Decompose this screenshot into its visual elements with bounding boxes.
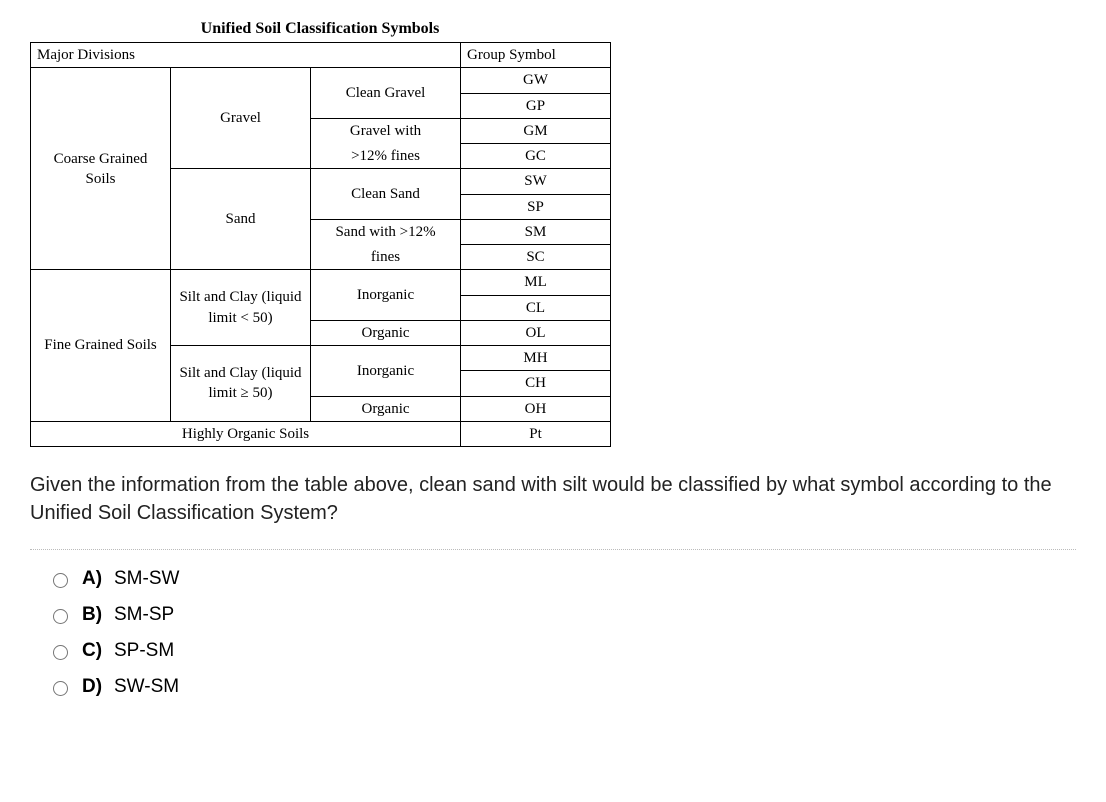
option-c[interactable]: C) SP-SM xyxy=(48,640,1076,662)
header-group-symbol: Group Symbol xyxy=(461,43,611,68)
option-b[interactable]: B) SM-SP xyxy=(48,604,1076,626)
cell-symbol: GC xyxy=(461,144,611,169)
cell-silt-clay-low: Silt and Clay (liquid limit < 50) xyxy=(171,270,311,346)
cell-silt-clay-high: Silt and Clay (liquid limit ≥ 50) xyxy=(171,346,311,422)
cell-gravel: Gravel xyxy=(171,68,311,169)
option-d[interactable]: D) SW-SM xyxy=(48,676,1076,698)
cell-sand: Sand xyxy=(171,169,311,270)
divider xyxy=(30,549,1076,550)
option-letter: A) xyxy=(82,568,104,590)
cell-symbol: SC xyxy=(461,245,611,270)
option-a[interactable]: A) SM-SW xyxy=(48,568,1076,590)
option-letter: C) xyxy=(82,640,104,662)
cell-organic-low: Organic xyxy=(311,320,461,345)
cell-symbol: SP xyxy=(461,194,611,219)
radio-d[interactable] xyxy=(53,681,68,696)
cell-symbol: SW xyxy=(461,169,611,194)
cell-symbol: Pt xyxy=(461,421,611,446)
option-text: SM-SP xyxy=(114,604,174,626)
radio-a[interactable] xyxy=(53,573,68,588)
cell-highly-organic: Highly Organic Soils xyxy=(31,421,461,446)
table-row: Highly Organic Soils Pt xyxy=(31,421,611,446)
cell-coarse-grained: Coarse Grained Soils xyxy=(31,68,171,270)
option-text: SM-SW xyxy=(114,568,179,590)
cell-symbol: OH xyxy=(461,396,611,421)
cell-gravel-fines-2: >12% fines xyxy=(311,144,461,169)
cell-symbol: OL xyxy=(461,320,611,345)
option-text: SP-SM xyxy=(114,640,174,662)
table-title: Unified Soil Classification Symbols xyxy=(30,20,610,38)
cell-sand-fines-2: fines xyxy=(311,245,461,270)
cell-symbol: MH xyxy=(461,346,611,371)
classification-table: Major Divisions Group Symbol Coarse Grai… xyxy=(30,42,611,447)
radio-b[interactable] xyxy=(53,609,68,624)
question-text: Given the information from the table abo… xyxy=(30,471,1076,527)
table-row: Major Divisions Group Symbol xyxy=(31,43,611,68)
cell-sand-fines-1: Sand with >12% xyxy=(311,219,461,244)
answer-options: A) SM-SW B) SM-SP C) SP-SM D) SW-SM xyxy=(30,568,1076,698)
radio-c[interactable] xyxy=(53,645,68,660)
cell-symbol: GW xyxy=(461,68,611,93)
option-letter: B) xyxy=(82,604,104,626)
table-row: Fine Grained Soils Silt and Clay (liquid… xyxy=(31,270,611,295)
cell-symbol: GP xyxy=(461,93,611,118)
cell-gravel-fines-1: Gravel with xyxy=(311,118,461,143)
cell-symbol: ML xyxy=(461,270,611,295)
cell-symbol: CL xyxy=(461,295,611,320)
option-text: SW-SM xyxy=(114,676,179,698)
option-letter: D) xyxy=(82,676,104,698)
cell-inorganic-low: Inorganic xyxy=(311,270,461,321)
cell-symbol: SM xyxy=(461,219,611,244)
cell-inorganic-high: Inorganic xyxy=(311,346,461,397)
cell-clean-sand: Clean Sand xyxy=(311,169,461,220)
cell-organic-high: Organic xyxy=(311,396,461,421)
cell-symbol: GM xyxy=(461,118,611,143)
cell-clean-gravel: Clean Gravel xyxy=(311,68,461,119)
table-row: Coarse Grained Soils Gravel Clean Gravel… xyxy=(31,68,611,93)
header-major-divisions: Major Divisions xyxy=(31,43,461,68)
cell-symbol: CH xyxy=(461,371,611,396)
cell-fine-grained: Fine Grained Soils xyxy=(31,270,171,422)
